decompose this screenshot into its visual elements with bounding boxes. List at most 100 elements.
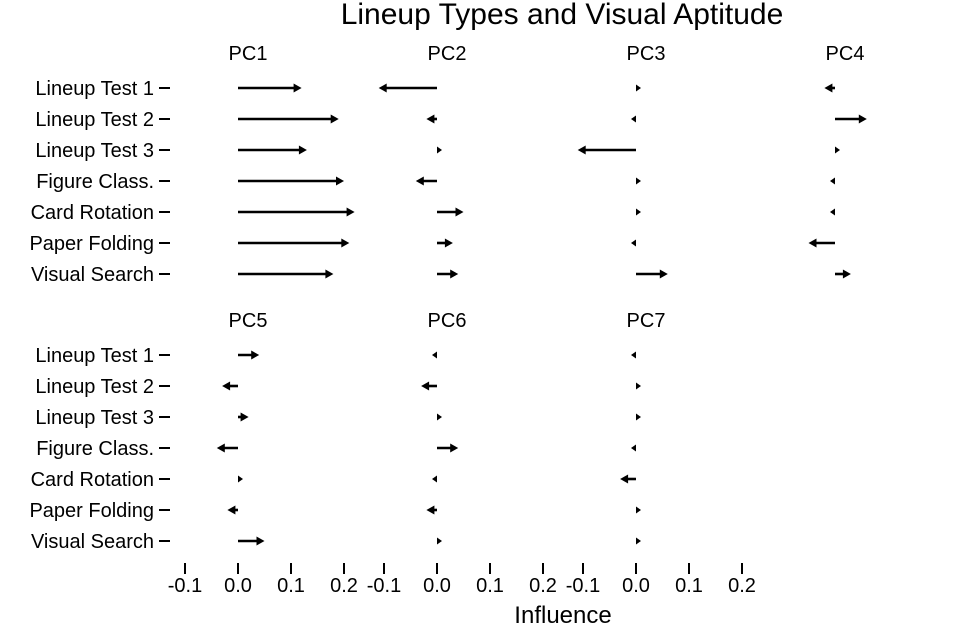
- loading-arrow: [824, 83, 835, 93]
- panel-title: PC4: [826, 43, 865, 65]
- arrow-head: [293, 83, 302, 93]
- arrow-head: [227, 505, 236, 515]
- panel-title: PC3: [627, 43, 666, 65]
- x-tick-label: 0.1: [675, 575, 703, 597]
- x-tick-label: 0.1: [277, 575, 305, 597]
- loading-arrow: [415, 176, 437, 186]
- loading-arrow: [426, 114, 437, 124]
- loading-arrow: [835, 269, 851, 279]
- loading-arrow: [577, 145, 636, 155]
- arrow-head: [636, 84, 641, 92]
- arrow-head: [432, 475, 437, 483]
- arrow-head: [659, 269, 668, 279]
- panel-title: PC2: [428, 43, 467, 65]
- x-tick-label: -0.1: [168, 575, 202, 597]
- loading-arrow: [437, 537, 442, 545]
- loading-arrow: [426, 505, 437, 515]
- y-tick-label: Figure Class.: [36, 171, 154, 193]
- loading-arrow: [216, 443, 238, 453]
- arrow-head: [450, 443, 459, 453]
- x-tick-label: 0.0: [423, 575, 451, 597]
- x-axis-title: Influence: [514, 602, 611, 629]
- loading-arrow: [432, 351, 437, 359]
- y-axis-row-1: Lineup Test 1 Lineup Test 2 Lineup Test 3 F…: [29, 78, 170, 286]
- y-tick-label: Lineup Test 1: [35, 345, 154, 367]
- arrow-head: [842, 269, 851, 279]
- arrow-head: [432, 351, 437, 359]
- arrow-head: [222, 381, 231, 391]
- x-axis: -0.1 0.0 0.1 0.2 -0.1 0.0 0.1 0.2 -0.1 0.0 0.1 0.2: [168, 563, 756, 597]
- arrow-head: [631, 115, 636, 123]
- loading-arrow: [636, 537, 641, 545]
- loading-arrow: [437, 146, 442, 154]
- loading-arrow: [238, 475, 243, 483]
- arrow-head: [216, 443, 225, 453]
- arrow-head: [330, 114, 339, 124]
- loading-arrow: [636, 413, 641, 421]
- loading-arrow: [636, 269, 668, 279]
- loading-arrow: [238, 536, 265, 546]
- loading-arrow: [437, 443, 459, 453]
- loading-arrow: [835, 146, 840, 154]
- x-tick-label: 0.1: [476, 575, 504, 597]
- loading-arrow: [835, 114, 867, 124]
- panel-pc2: PC2: [378, 43, 467, 279]
- arrow-head: [631, 444, 636, 452]
- arrow-head: [415, 176, 424, 186]
- arrow-head: [298, 145, 307, 155]
- loading-arrow: [830, 177, 835, 185]
- panel-pc4: PC4: [808, 43, 867, 279]
- arrow-head: [858, 114, 867, 124]
- arrow-head: [636, 177, 641, 185]
- x-tick-label: 0.2: [330, 575, 358, 597]
- arrow-head: [437, 413, 442, 421]
- loading-arrow: [620, 474, 636, 484]
- y-tick-label: Paper Folding: [29, 233, 154, 255]
- loading-arrow: [432, 475, 437, 483]
- panel-title: PC7: [627, 310, 666, 332]
- x-tick-label: 0.0: [224, 575, 252, 597]
- loading-arrow: [238, 114, 339, 124]
- arrow-head: [620, 474, 629, 484]
- loading-arrow: [222, 381, 238, 391]
- arrow-head: [636, 382, 641, 390]
- loading-arrow: [378, 83, 437, 93]
- arrow-head: [636, 506, 641, 514]
- arrow-head: [830, 208, 835, 216]
- y-tick-label: Lineup Test 3: [35, 407, 154, 429]
- x-tick-label: -0.1: [566, 575, 600, 597]
- y-tick-label: Visual Search: [31, 264, 154, 286]
- y-tick-label: Lineup Test 2: [35, 376, 154, 398]
- arrow-head: [251, 350, 260, 360]
- loading-arrow: [631, 115, 636, 123]
- arrow-head: [437, 537, 442, 545]
- loading-arrow: [238, 145, 307, 155]
- panel-pc5: PC5: [216, 310, 267, 546]
- panel-title: PC1: [229, 43, 268, 65]
- y-tick-label: Lineup Test 3: [35, 140, 154, 162]
- loading-arrow: [636, 506, 641, 514]
- arrow-head: [341, 238, 350, 248]
- arrow-head: [240, 412, 249, 422]
- arrow-head: [256, 536, 265, 546]
- loading-arrow: [437, 238, 453, 248]
- arrow-head: [346, 207, 355, 217]
- panel-pc7: PC7: [620, 310, 665, 545]
- loading-arrow: [631, 351, 636, 359]
- arrow-head: [421, 381, 430, 391]
- chart-title: Lineup Types and Visual Aptitude: [341, 0, 784, 31]
- loading-arrow: [238, 207, 355, 217]
- loading-arrow: [238, 350, 260, 360]
- arrow-head: [808, 238, 817, 248]
- loading-arrow: [238, 412, 249, 422]
- arrow-head: [437, 146, 442, 154]
- arrow-head: [577, 145, 586, 155]
- arrow-head: [325, 269, 334, 279]
- arrow-head: [426, 505, 435, 515]
- loading-arrow: [238, 238, 350, 248]
- arrow-head: [455, 207, 464, 217]
- y-axis-row-2: Lineup Test 1 Lineup Test 2 Lineup Test 3 F…: [29, 345, 170, 553]
- x-tick-label: 0.0: [622, 575, 650, 597]
- panel-pc6: PC6: [421, 310, 466, 545]
- arrow-head: [238, 475, 243, 483]
